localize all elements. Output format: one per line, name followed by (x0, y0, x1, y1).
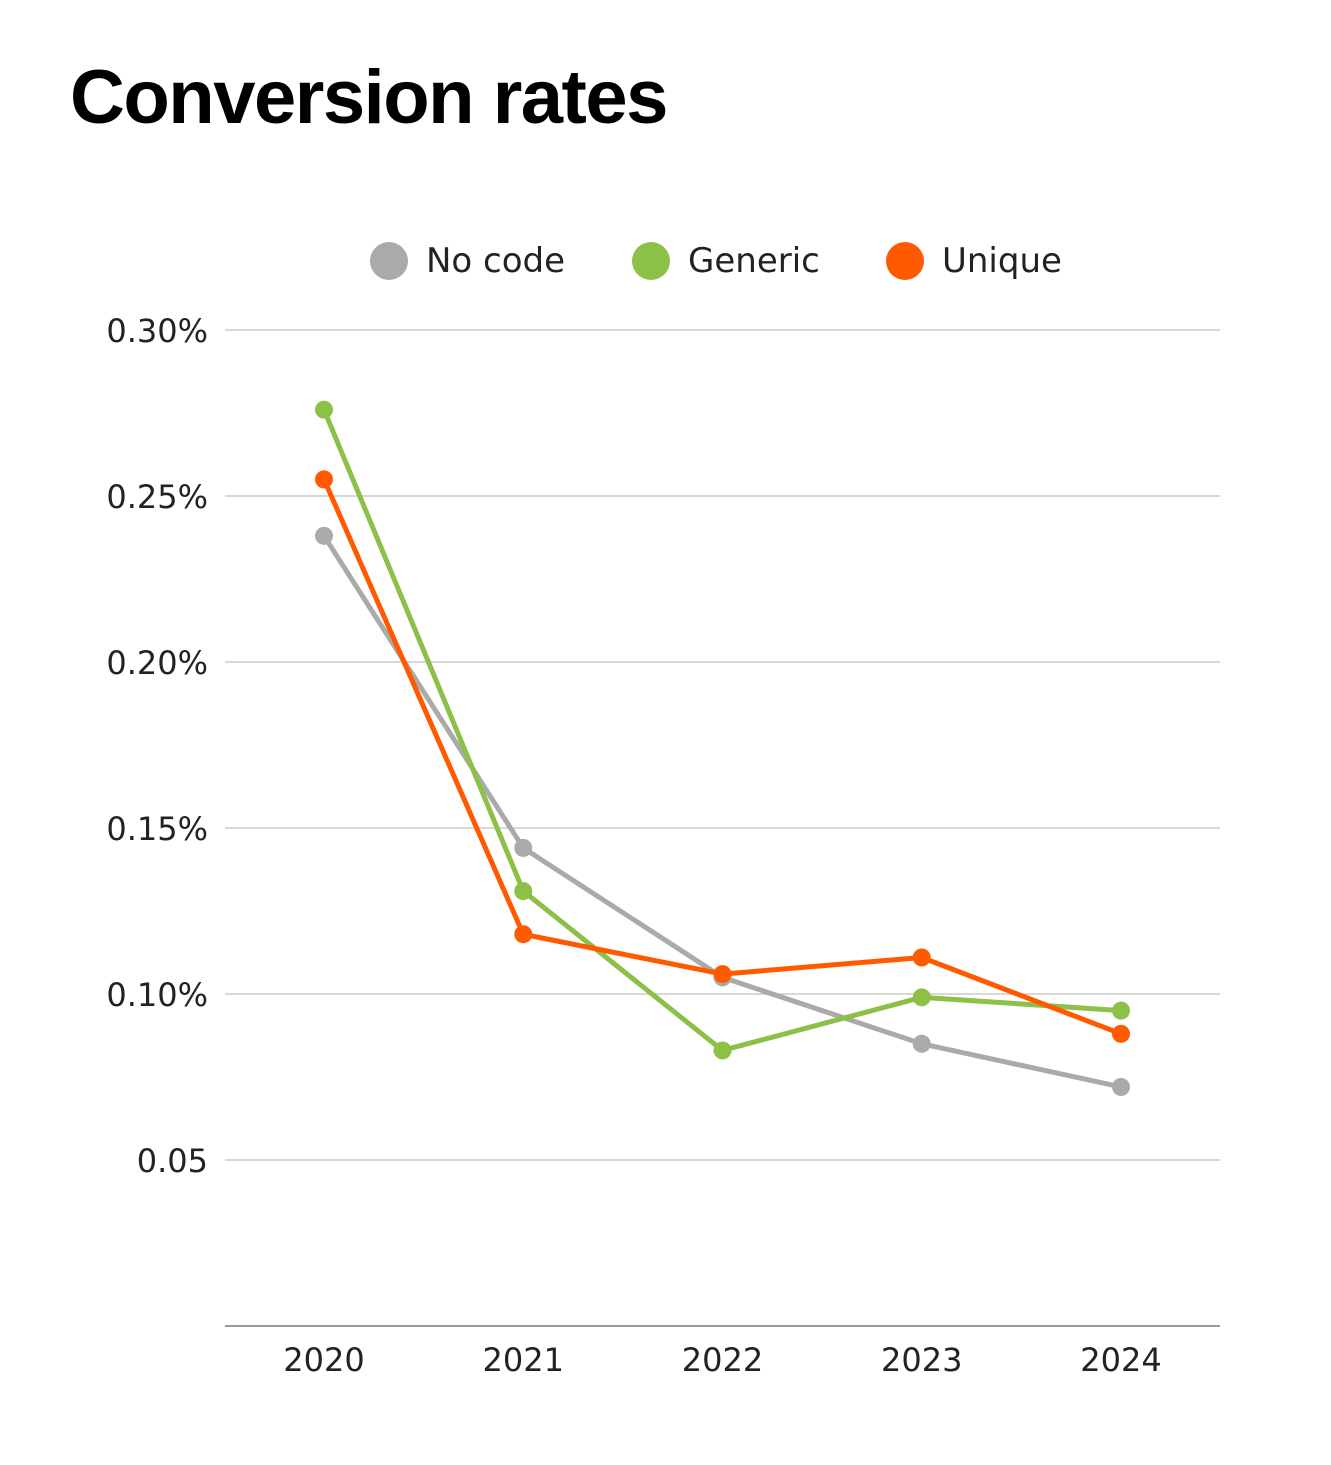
data-point-generic (713, 1041, 732, 1060)
y-tick-label: 0.15% (106, 810, 208, 848)
data-point-unique (912, 948, 931, 967)
data-point-generic (315, 400, 333, 419)
y-tick-label: 0.10% (106, 976, 208, 1014)
y-tick-label: 0.20% (106, 644, 208, 682)
chart-title: Conversion rates (70, 55, 668, 140)
data-point-no-code (1112, 1077, 1130, 1096)
y-axis-ticks: 0.30% 0.25% 0.20% 0.15% 0.10% 0.05 (106, 312, 208, 1180)
y-tick-label: 0.30% (106, 312, 208, 350)
data-point-unique (514, 925, 533, 944)
x-axis: 2020 2021 2022 2023 2024 (225, 1325, 1220, 1379)
data-point-no-code (912, 1034, 931, 1053)
legend-label-no-code: No code (426, 241, 565, 281)
data-point-unique (713, 965, 732, 984)
series-line-unique (321, 476, 1124, 1037)
data-point-no-code (315, 526, 333, 545)
x-tick-label: 2022 (682, 1341, 763, 1379)
series-line-generic (321, 407, 1124, 1053)
data-point-generic (1112, 1001, 1130, 1020)
x-tick-label: 2024 (1080, 1341, 1161, 1379)
legend-marker-no-code (370, 242, 408, 280)
legend-marker-generic (632, 242, 670, 280)
legend: No code Generic Unique (370, 241, 1062, 281)
data-point-generic (514, 882, 533, 901)
gridlines (225, 329, 1220, 1161)
series-points (315, 400, 1130, 1096)
y-tick-label: 0.25% (106, 478, 208, 516)
legend-label-generic: Generic (688, 241, 820, 281)
legend-marker-unique (886, 242, 924, 280)
x-tick-label: 2020 (283, 1341, 364, 1379)
x-tick-label: 2021 (483, 1341, 564, 1379)
x-tick-label: 2023 (881, 1341, 962, 1379)
data-point-no-code (514, 838, 533, 857)
data-point-unique (315, 470, 333, 489)
legend-label-unique: Unique (942, 241, 1062, 281)
y-tick-label: 0.05 (137, 1142, 208, 1180)
data-point-generic (912, 988, 931, 1007)
data-point-unique (1112, 1024, 1130, 1043)
